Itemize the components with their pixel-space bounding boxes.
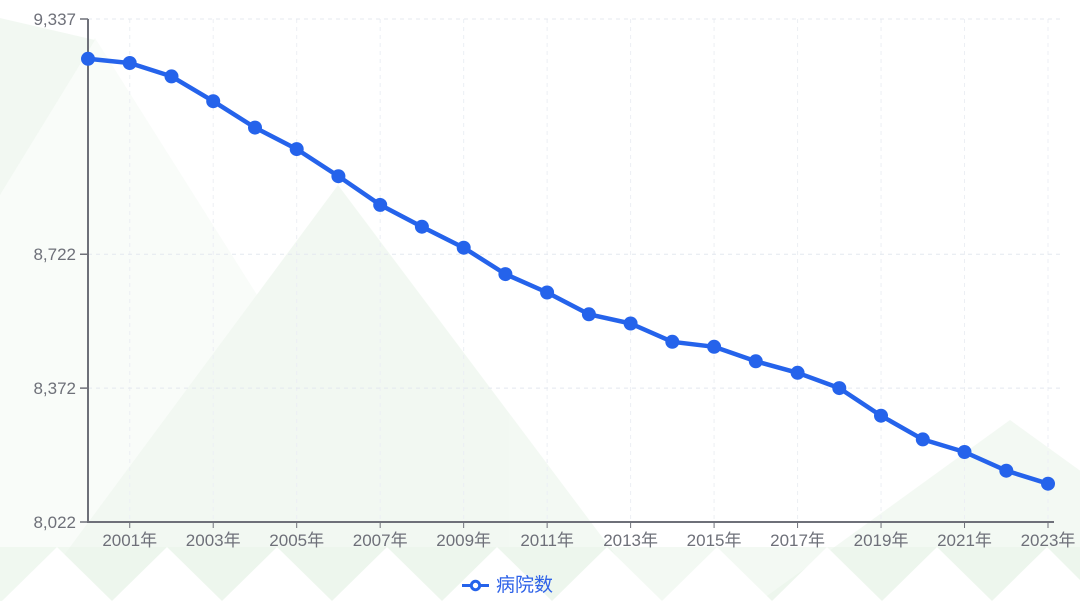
x-axis-label: 2023年 [1021,531,1076,550]
data-point[interactable] [1041,476,1055,491]
legend-line-icon [462,579,489,592]
data-point[interactable] [915,432,930,447]
data-point[interactable] [122,56,137,70]
data-point[interactable] [540,285,555,300]
data-point[interactable] [748,354,763,369]
data-point[interactable] [832,381,847,396]
x-axis-label: 2011年 [520,531,574,550]
x-axis-label: 2005年 [269,531,324,550]
x-axis-label: 2017年 [770,531,825,550]
data-point[interactable] [289,142,304,157]
data-point[interactable] [373,197,388,212]
data-point[interactable] [957,445,972,459]
y-axis-label: 8,722 [33,245,76,264]
x-axis-label: 2019年 [854,531,909,550]
y-axis-label: 8,022 [33,513,76,532]
data-point[interactable] [331,169,346,184]
data-point[interactable] [206,94,221,109]
y-axis-label: 9,337 [33,10,76,29]
data-point[interactable] [248,120,262,135]
data-point[interactable] [707,339,722,354]
data-point[interactable] [414,219,429,234]
data-point[interactable] [581,307,596,322]
x-axis-label: 2015年 [687,531,742,550]
x-axis-label: 2021年 [937,531,992,550]
data-point[interactable] [456,240,471,255]
data-point[interactable] [164,69,179,84]
data-point[interactable] [790,365,805,380]
watermark-triangle [30,185,650,601]
data-point[interactable] [623,316,638,331]
data-point[interactable] [498,267,513,282]
series-line-hospitals [85,56,1051,486]
watermark-triangle [0,18,95,195]
x-axis-label: 2009年 [436,531,491,550]
x-axis-label: 2007年 [353,531,408,550]
watermark-zigzag [2,547,1080,601]
data-point[interactable] [665,334,680,349]
data-point[interactable] [874,408,888,423]
x-axis-label: 2001年 [102,531,157,550]
legend-label: 病院数 [496,575,554,596]
x-axis-label: 2003年 [186,531,241,550]
legend-item-hospitals[interactable]: 病院数 [462,576,553,595]
data-point[interactable] [81,51,95,66]
y-axis-label: 8,372 [33,379,76,398]
data-point[interactable] [999,463,1014,478]
x-axis-label: 2013年 [603,531,658,550]
